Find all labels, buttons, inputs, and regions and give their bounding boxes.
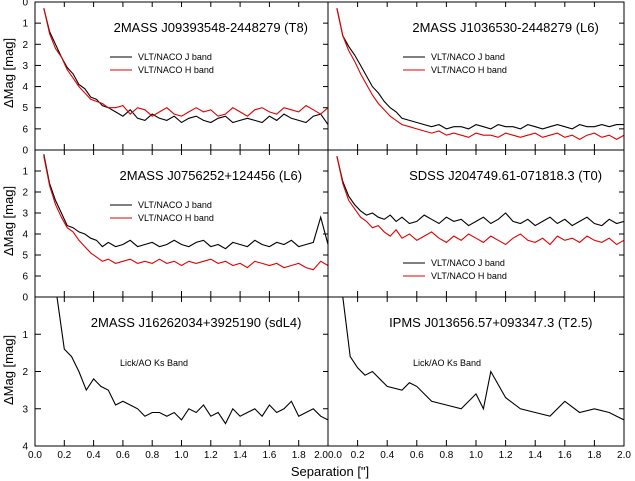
series-line-2 xyxy=(43,8,328,117)
y-tick-label: 3 xyxy=(22,404,28,415)
legend-label: VLT/NACO J band xyxy=(431,52,505,62)
x-axis-title: Separation ["] xyxy=(291,464,369,479)
x-tick-label: 1.6 xyxy=(558,450,572,461)
y-tick-label: 6 xyxy=(22,272,28,283)
y-tick-label: 4 xyxy=(22,82,28,93)
y-tick-label: 2 xyxy=(22,40,28,51)
legend-label: VLT/NACO J band xyxy=(431,258,505,268)
legend-label: VLT/NACO H band xyxy=(431,65,507,75)
x-tick-label: 1.0 xyxy=(175,450,189,461)
series-line-1 xyxy=(43,8,328,125)
x-tick-label: 0.2 xyxy=(57,450,71,461)
x-tick-label: 0.0 xyxy=(28,450,42,461)
x-tick-label: 1.4 xyxy=(233,450,247,461)
series-line-1 xyxy=(56,297,328,425)
series-line-1 xyxy=(336,156,624,227)
panel-5: 0 1 2 3 40.0 0.2 0.4 0.6 0.8 1.0 1.2 1.4 1.6 1.8 2.0 2M… xyxy=(22,293,329,461)
panel-6: 0.0 0.2 0.4 0.6 0.8 1.0 1.2 1.4 1.6 1.8 2.0 IPMS J0… xyxy=(327,296,631,461)
y-tick-label: 0 xyxy=(22,0,28,9)
legend-label: VLT/NACO H band xyxy=(138,213,214,223)
x-tick-label: 0.4 xyxy=(87,450,101,461)
y-tick-label: 0 xyxy=(22,293,28,304)
x-tick-label: 1.4 xyxy=(528,450,542,461)
panel-frame xyxy=(327,296,625,447)
y-tick-label: 1 xyxy=(22,330,28,341)
panel-title: 2MASS J09393548-2448279 (T8) xyxy=(114,20,308,35)
panels: 0 1 2 3 4 5 6 2MASS J09393548-2448279 (T8) VLT/N… xyxy=(22,0,631,461)
x-tick-label: 1.8 xyxy=(292,450,306,461)
x-tick-label: 0.6 xyxy=(116,450,130,461)
y-tick-label: 4 xyxy=(22,442,28,453)
y-tick-label: 3 xyxy=(22,209,28,220)
y-tick-label: 2 xyxy=(22,367,28,378)
x-tick-label: 0.8 xyxy=(439,450,453,461)
y-axis-title-bottom: ΔMag [mag] xyxy=(1,335,16,405)
x-tick-label: 0.2 xyxy=(351,450,365,461)
panel-title: 2MASS J16262034+3925190 (sdL4) xyxy=(91,315,302,330)
legend-label: VLT/NACO H band xyxy=(431,271,507,281)
panel-title: SDSS J204749.61-071818.3 (T0) xyxy=(409,168,602,183)
y-tick-label: 6 xyxy=(22,124,28,135)
y-tick-label: 0 xyxy=(22,146,28,157)
series-line-1 xyxy=(336,8,624,130)
panel-title: 2MASS J1036530-2448279 (L6) xyxy=(412,20,598,35)
x-tick-label: 0.6 xyxy=(410,450,424,461)
y-tick-label: 3 xyxy=(22,61,28,72)
x-tick-label: 1.6 xyxy=(262,450,276,461)
legend-label: VLT/NACO J band xyxy=(138,200,212,210)
legend-label: Lick/AO Ks Band xyxy=(413,358,481,368)
y-tick-label: 1 xyxy=(22,19,28,30)
x-tick-label: 1.2 xyxy=(204,450,218,461)
legend-label: VLT/NACO H band xyxy=(138,65,214,75)
series-line-1 xyxy=(43,154,328,250)
x-tick-label: 0.0 xyxy=(328,450,342,461)
legend-label: VLT/NACO J band xyxy=(138,52,212,62)
y-tick-label: 2 xyxy=(22,188,28,199)
panel-4: SDSS J204749.61-071818.3 (T0) VLT/NACO J … xyxy=(327,149,625,298)
x-tick-label: 1.2 xyxy=(499,450,513,461)
y-tick-label: 5 xyxy=(22,103,28,114)
y-tick-label: 5 xyxy=(22,251,28,262)
x-tick-label: 0.4 xyxy=(380,450,394,461)
series-line-2 xyxy=(43,156,328,271)
x-tick-label: 0.8 xyxy=(145,450,159,461)
x-tick-label: 2.0 xyxy=(314,450,328,461)
panel-title: IPMS J013656.57+093347.3 (T2.5) xyxy=(389,315,592,330)
panel-1: 0 1 2 3 4 5 6 2MASS J09393548-2448279 (T8) VLT/N… xyxy=(22,0,329,151)
series-line-1 xyxy=(342,297,624,421)
y-axis-title-top: ΔMag [mag] xyxy=(1,38,16,108)
panel-title: 2MASS J0756252+124456 (L6) xyxy=(120,168,303,183)
x-tick-label: 1.8 xyxy=(587,450,601,461)
x-tick-label: 2.0 xyxy=(617,450,631,461)
y-tick-label: 1 xyxy=(22,167,28,178)
panel-3: 0 1 2 3 4 5 6 2MASS J0756252+124456 (L6) VLT/NAC… xyxy=(22,146,329,298)
y-axis-title-middle: ΔMag [mag] xyxy=(1,186,16,256)
series-line-2 xyxy=(336,156,624,246)
panel-2: 2MASS J1036530-2448279 (L6) VLT/NACO J ba… xyxy=(327,1,625,151)
y-tick-label: 4 xyxy=(22,230,28,241)
series-line-2 xyxy=(336,8,624,141)
x-tick-label: 1.0 xyxy=(469,450,483,461)
legend-label: Lick/AO Ks Band xyxy=(120,358,188,368)
